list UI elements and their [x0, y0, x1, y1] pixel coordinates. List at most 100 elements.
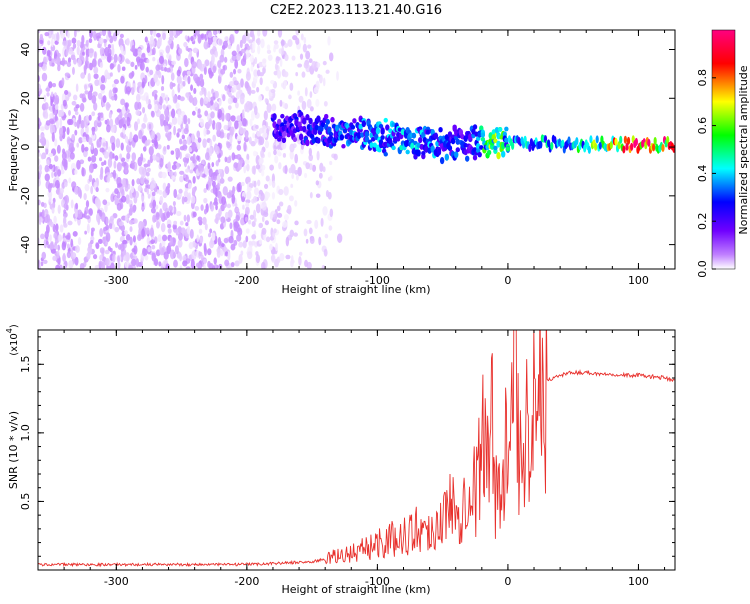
heatmap-noise-cell	[146, 139, 151, 144]
heatmap-noise-cell	[152, 199, 157, 209]
heatmap-noise-cell	[96, 138, 102, 148]
heatmap-noise-cell	[199, 118, 205, 127]
heatmap-noise-cell	[307, 44, 312, 49]
heatmap-noise-cell	[233, 68, 237, 75]
heatmap-noise-cell	[214, 90, 219, 99]
heatmap-noise-cell	[264, 140, 270, 149]
heatmap-noise-cell	[215, 204, 218, 211]
heatmap-noise-cell	[267, 151, 272, 158]
heatmap-noise-cell	[297, 166, 302, 177]
heatmap-noise-cell	[260, 204, 263, 209]
heatmap-noise-cell	[265, 191, 271, 199]
heatmap-noise-cell	[253, 180, 257, 188]
heatmap-noise-cell	[49, 182, 53, 189]
heatmap-noise-cell	[120, 75, 125, 84]
heatmap-noise-cell	[189, 50, 193, 58]
heatmap-noise-cell	[102, 236, 106, 245]
heatmap-noise-cell	[153, 73, 159, 83]
heatmap-noise-cell	[229, 222, 233, 230]
heatmap-noise-cell	[105, 216, 109, 226]
heatmap-noise-cell	[81, 143, 85, 153]
heatmap-noise-cell	[129, 226, 133, 233]
heatmap-noise-cell	[166, 67, 171, 73]
heatmap-noise-cell	[171, 108, 176, 119]
heatmap-noise-cell	[74, 208, 78, 219]
heatmap-noise-cell	[220, 68, 226, 75]
heatmap-noise-cell	[166, 211, 171, 218]
heatmap-noise-cell	[103, 160, 107, 166]
heatmap-noise-cell	[223, 124, 229, 131]
heatmap-noise-cell	[55, 120, 60, 129]
heatmap-noise-cell	[63, 203, 68, 210]
heatmap-noise-cell	[129, 236, 133, 246]
heatmap-noise-cell	[202, 138, 207, 148]
heatmap-noise-cell	[92, 254, 98, 260]
heatmap-noise-cell	[209, 239, 215, 249]
heatmap-noise-cell	[277, 144, 281, 150]
heatmap-band-cell	[433, 132, 439, 140]
heatmap-band-cell	[550, 142, 554, 151]
heatmap-noise-cell	[59, 109, 65, 117]
heatmap-noise-cell	[138, 129, 143, 140]
heatmap-noise-cell	[154, 93, 158, 101]
heatmap-noise-cell	[272, 91, 276, 99]
heatmap-noise-cell	[164, 108, 169, 118]
heatmap-band-cell	[475, 148, 481, 154]
heatmap-noise-cell	[63, 209, 67, 214]
heatmap-noise-cell	[193, 73, 199, 82]
heatmap-noise-cell	[43, 94, 47, 103]
heatmap-noise-cell	[207, 260, 211, 268]
heatmap-noise-cell	[279, 99, 283, 107]
heatmap-noise-cell	[49, 244, 55, 250]
heatmap-noise-cell	[181, 196, 185, 205]
heatmap-noise-cell	[245, 131, 249, 140]
heatmap-noise-cell	[68, 260, 74, 269]
heatmap-noise-cell	[99, 247, 105, 254]
heatmap-noise-cell	[237, 119, 242, 129]
heatmap-noise-cell	[248, 39, 253, 44]
heatmap-noise-cell	[217, 182, 220, 189]
heatmap-noise-cell	[321, 264, 326, 269]
heatmap-noise-cell	[233, 97, 238, 104]
heatmap-noise-cell	[182, 260, 188, 267]
heatmap-noise-cell	[181, 134, 186, 140]
heatmap-noise-cell	[50, 91, 54, 98]
heatmap-noise-cell	[224, 211, 229, 220]
heatmap-band-cell	[450, 137, 456, 145]
heatmap-noise-cell	[120, 118, 124, 127]
heatmap-noise-cell	[242, 127, 247, 133]
heatmap-band-cell	[625, 142, 629, 151]
heatmap-noise-cell	[253, 69, 258, 77]
heatmap-noise-cell	[90, 235, 95, 242]
heatmap-noise-cell	[240, 158, 244, 164]
heatmap-noise-cell	[150, 179, 157, 189]
heatmap-noise-cell	[67, 31, 70, 39]
heatmap-noise-cell	[297, 63, 303, 68]
heatmap-noise-cell	[179, 253, 183, 262]
heatmap-noise-cell	[227, 209, 233, 219]
heatmap-noise-cell	[112, 87, 117, 94]
heatmap-noise-cell	[168, 170, 174, 177]
heatmap-noise-cell	[107, 44, 112, 49]
heatmap-noise-cell	[183, 214, 187, 222]
heatmap-noise-cell	[315, 98, 320, 107]
heatmap-noise-cell	[336, 70, 339, 81]
heatmap-noise-cell	[229, 34, 235, 44]
heatmap-noise-cell	[245, 199, 251, 204]
heatmap-band-cell	[501, 150, 506, 158]
heatmap-noise-cell	[63, 60, 68, 65]
heatmap-noise-cell	[320, 217, 324, 227]
heatmap-noise-cell	[43, 56, 47, 64]
heatmap-noise-cell	[117, 63, 121, 73]
heatmap-noise-cell	[219, 54, 225, 63]
heatmap-noise-cell	[113, 53, 118, 63]
heatmap-noise-cell	[287, 204, 292, 215]
heatmap-noise-cell	[92, 30, 97, 39]
heatmap-noise-cell	[210, 203, 215, 212]
heatmap-noise-cell	[64, 194, 70, 205]
heatmap-noise-cell	[242, 240, 247, 249]
heatmap-noise-cell	[142, 146, 147, 152]
heatmap-noise-cell	[221, 112, 225, 122]
heatmap-noise-cell	[231, 54, 237, 62]
